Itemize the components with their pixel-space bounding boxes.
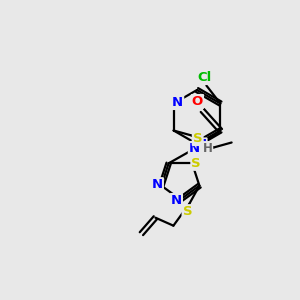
Text: N: N: [195, 139, 207, 152]
Text: N: N: [152, 178, 163, 191]
Text: S: S: [191, 157, 201, 170]
Text: Cl: Cl: [197, 71, 212, 84]
Text: N: N: [172, 96, 183, 109]
Text: N: N: [171, 194, 182, 207]
Text: N: N: [189, 142, 200, 155]
Text: H: H: [202, 142, 212, 155]
Text: S: S: [193, 132, 202, 145]
Text: S: S: [183, 205, 192, 218]
Text: O: O: [192, 95, 203, 108]
